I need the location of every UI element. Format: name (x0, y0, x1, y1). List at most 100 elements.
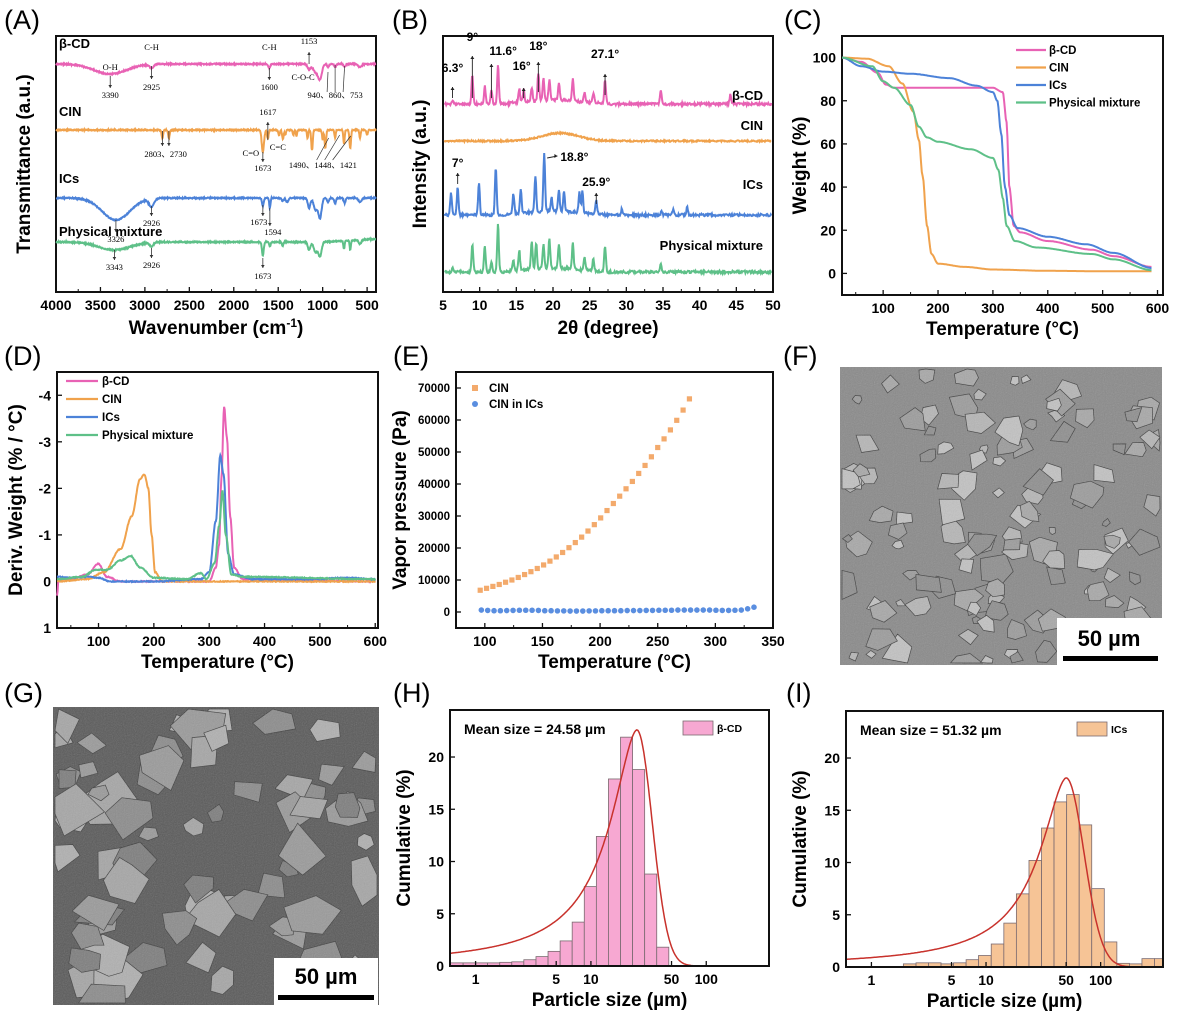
annotation-label: C=C (270, 142, 286, 152)
annotation-arrowhead (450, 87, 455, 90)
annotation-label: O-H (103, 62, 118, 72)
x-tick-label: 25 (582, 297, 598, 313)
y-axis-title: Cumulative (%) (790, 770, 811, 907)
histogram-bar (656, 946, 670, 967)
data-point-cin (680, 407, 686, 413)
y-tick-label: 10000 (418, 575, 450, 587)
y-tick-label: 10 (824, 855, 840, 871)
x-tick-label: 600 (364, 633, 388, 649)
data-point-cin (477, 587, 483, 593)
annotation-arrowhead (594, 193, 599, 196)
data-point-cin-in-ics (580, 608, 586, 614)
series-label: CIN (59, 104, 81, 119)
data-point-cin (560, 549, 566, 556)
panel-label-b: (B) (392, 5, 428, 35)
y-axis-title: Cumulative (%) (394, 769, 415, 906)
data-point-cin-in-ics (478, 607, 485, 613)
data-point-cin-in-ics (510, 607, 516, 614)
data-point-cin-in-ics (586, 608, 592, 614)
x-tick-label: 5 (552, 971, 560, 987)
annotation-label: 2926 (143, 218, 160, 228)
series-label: Physical mixture (59, 224, 162, 239)
legend-label: CIN (102, 394, 122, 406)
x-tick-label: 250 (646, 633, 670, 649)
x-tick-label: 400 (253, 633, 277, 649)
legend-label: CIN in ICs (489, 399, 543, 411)
y-axis-title: Weight (%) (790, 117, 811, 215)
data-point-cin-in-ics (611, 607, 618, 614)
series-line-physical-mixture (444, 223, 773, 277)
annotation-label: 2926 (143, 260, 160, 270)
data-point-cin-in-ics (529, 607, 535, 614)
data-point-cin (509, 577, 515, 583)
annotation-arrowhead (307, 52, 311, 55)
chart-xrd: 5 10 15 20 25 30 35 40 45 50 2θ (degree) Intensity … (410, 30, 781, 339)
annotation-arrow (324, 134, 340, 161)
annotation-arrowhead (149, 76, 154, 79)
histogram-bar (1015, 893, 1030, 968)
y-tick-label: 1 (43, 620, 51, 636)
panel-label-i: (I) (786, 678, 811, 708)
data-point-cin-in-ics (548, 607, 554, 614)
x-tick-label: 100 (473, 633, 497, 649)
legend-label: CIN (1049, 63, 1069, 75)
x-axis-title: Temperature (°C) (926, 319, 1079, 340)
y-tick-label: -1 (39, 527, 52, 543)
data-point-cin (636, 470, 642, 477)
x-tick-label: 100 (871, 300, 895, 316)
peak-annotation: 11.6° (489, 44, 517, 58)
annotation-arrowhead (455, 173, 460, 176)
annotation-label: 2925 (143, 82, 160, 92)
data-point-cin (629, 478, 635, 485)
annotation-label: 1490、1448、1421 (289, 160, 357, 170)
series-label: CIN (741, 118, 763, 133)
data-point-cin-in-ics (719, 607, 726, 614)
annotation-arrowhead (108, 85, 113, 88)
legend-label: β-CD (1049, 45, 1076, 57)
annotation-label: 1153 (301, 36, 318, 46)
x-tick-label: 10 (583, 971, 599, 987)
x-tick-label: 4000 (40, 297, 71, 313)
histogram-bar (571, 921, 585, 967)
annotation-arrowhead (114, 229, 118, 232)
annotation-arrowhead (261, 213, 265, 216)
annotation-label: 3390 (102, 90, 119, 100)
data-point-cin (648, 454, 654, 460)
data-point-cin (521, 571, 528, 578)
data-point-cin-in-ics (751, 604, 757, 610)
annotation-label: 1673 (250, 217, 267, 227)
x-tick-label: 400 (1036, 300, 1060, 316)
annotation-arrow (326, 71, 329, 93)
peak-annotation: 16° (513, 59, 531, 73)
legend-label: β-CD (102, 376, 129, 388)
y-tick-label: 30000 (418, 511, 450, 523)
x-tick-label: 500 (308, 633, 332, 649)
y-tick-label: 20000 (418, 543, 450, 555)
x-tick-label: 1 (868, 972, 876, 988)
y-tick-label: -2 (39, 480, 52, 496)
x-tick-label: 500 (355, 297, 379, 313)
panel-label-h: (H) (393, 678, 430, 708)
y-axis-title: Transmittance (a.u.) (14, 74, 35, 254)
peak-annotation: 25.9° (582, 175, 610, 189)
data-point-cin-in-ics (560, 608, 567, 614)
y-tick-label: 0 (444, 607, 450, 619)
data-point-cin (686, 396, 693, 402)
data-point-cin (572, 539, 578, 546)
panel-label-d: (D) (4, 341, 41, 371)
plot-frame (455, 371, 774, 629)
x-tick-label: 10 (472, 297, 488, 313)
x-axis-title: Temperature (°C) (141, 652, 294, 673)
series-line-physical-mixture (842, 56, 1152, 272)
panel-label-c: (C) (784, 5, 821, 35)
y-tick-label: 50000 (418, 447, 450, 459)
x-tick-label: 100 (1089, 972, 1113, 988)
data-point-cin-in-ics (738, 607, 745, 613)
histogram-bar (595, 836, 609, 967)
data-point-cin-in-ics (535, 607, 542, 614)
annotation-arrowhead (261, 159, 265, 162)
data-point-cin-in-ics (554, 608, 561, 614)
y-tick-label: 15 (428, 801, 444, 817)
x-axis-title: 2θ (degree) (557, 318, 658, 339)
